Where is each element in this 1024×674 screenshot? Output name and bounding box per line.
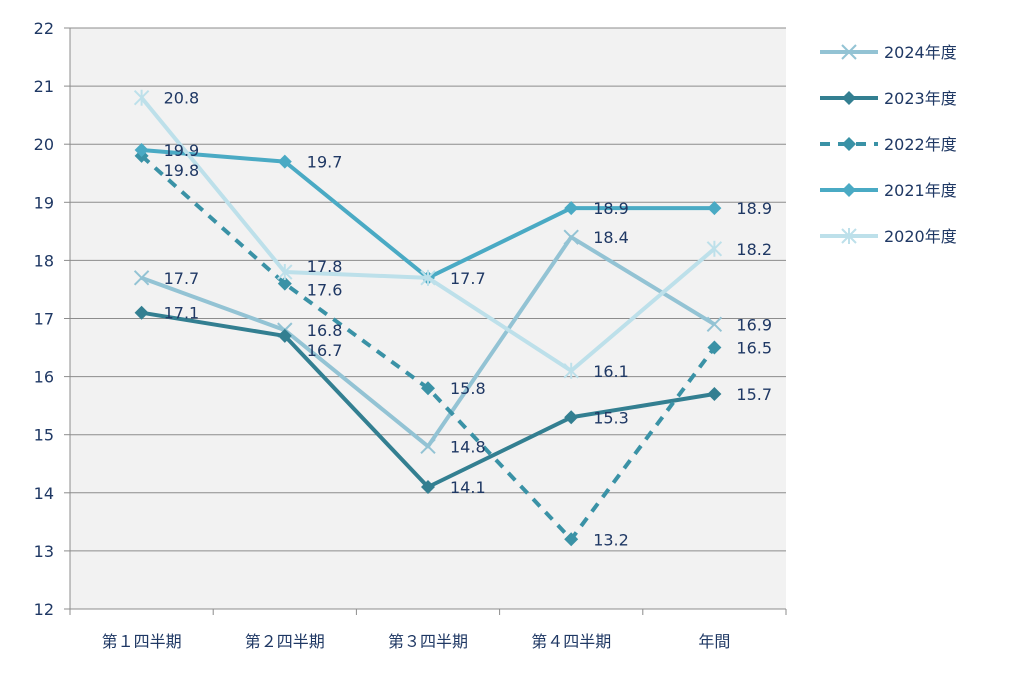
legend-item-3: 2021年度 (820, 181, 957, 200)
data-label: 18.4 (593, 228, 629, 247)
data-point-0-3 (563, 229, 579, 245)
data-point-2-4 (707, 340, 722, 355)
data-label: 17.7 (450, 269, 486, 288)
data-point-0-0 (133, 270, 150, 286)
data-label: 19.7 (307, 153, 343, 172)
data-point-3-3 (564, 201, 579, 216)
data-label: 14.8 (450, 437, 486, 456)
legend-swatch-marker (842, 183, 856, 197)
y-tick-label: 14 (34, 484, 54, 503)
data-point-1-3 (564, 410, 579, 425)
data-label: 18.9 (593, 199, 629, 218)
data-label: 17.6 (307, 281, 343, 300)
data-label: 16.5 (736, 339, 772, 358)
y-tick-label: 19 (34, 193, 54, 212)
legend-label: 2023年度 (884, 89, 957, 108)
data-point-4-3 (563, 362, 579, 379)
x-tick-label: 第１四半期 (102, 632, 182, 651)
data-point-3-0 (134, 143, 149, 158)
data-label: 17.7 (164, 269, 200, 288)
data-point-3-1 (277, 154, 292, 169)
y-tick-label: 18 (34, 251, 54, 270)
data-point-4-2 (420, 269, 436, 286)
legend-item-2: 2022年度 (820, 135, 957, 154)
data-label: 13.2 (593, 530, 629, 549)
data-point-4-4 (706, 240, 723, 257)
legend-swatch-marker (841, 228, 857, 244)
data-label: 16.9 (736, 315, 772, 334)
data-label: 19.9 (164, 141, 200, 160)
legend-item-4: 2020年度 (820, 227, 957, 246)
legend-swatch-marker (842, 137, 856, 151)
data-label: 20.8 (164, 89, 200, 108)
data-point-4-1 (277, 264, 293, 281)
data-label: 17.8 (307, 257, 343, 276)
data-point-1-4 (707, 387, 722, 402)
legend-item-1: 2023年度 (820, 89, 957, 108)
y-tick-label: 13 (34, 542, 54, 561)
data-label: 16.8 (307, 321, 343, 340)
y-tick-label: 12 (34, 600, 54, 619)
data-label: 14.1 (450, 478, 486, 497)
x-tick-label: 第２四半期 (245, 632, 325, 651)
data-label: 18.9 (736, 199, 772, 218)
legend-label: 2021年度 (884, 181, 957, 200)
data-label: 15.8 (450, 379, 486, 398)
data-label: 18.2 (736, 240, 772, 259)
legend-swatch-marker (841, 44, 857, 60)
data-label: 16.7 (307, 341, 343, 360)
x-tick-label: 第３四半期 (388, 632, 468, 651)
legend-swatch-marker (842, 91, 856, 105)
legend-label: 2024年度 (884, 43, 957, 62)
y-tick-label: 15 (34, 426, 54, 445)
data-label: 16.1 (593, 362, 629, 381)
data-point-1-0 (134, 305, 149, 320)
legend-item-0: 2024年度 (820, 43, 957, 62)
x-tick-label: 第４四半期 (531, 632, 611, 651)
data-point-0-2 (420, 438, 436, 455)
legend-label: 2022年度 (884, 135, 957, 154)
y-tick-label: 21 (34, 77, 54, 96)
data-point-1-2 (421, 479, 435, 494)
y-tick-label: 20 (34, 135, 54, 154)
data-label: 15.7 (736, 385, 772, 404)
data-label: 19.8 (164, 161, 200, 180)
data-point-2-2 (421, 381, 435, 396)
legend-label: 2020年度 (884, 227, 957, 246)
x-tick-label: 年間 (698, 632, 730, 651)
data-point-0-4 (706, 316, 723, 333)
data-point-2-3 (564, 532, 579, 547)
data-label: 17.1 (164, 304, 200, 323)
y-tick-label: 17 (34, 310, 54, 329)
data-point-2-1 (277, 276, 292, 291)
y-tick-label: 16 (34, 368, 54, 387)
data-point-4-0 (133, 89, 150, 106)
y-tick-label: 22 (34, 19, 54, 38)
data-point-1-1 (277, 328, 292, 343)
data-label: 15.3 (593, 408, 629, 427)
data-point-3-4 (707, 201, 722, 216)
